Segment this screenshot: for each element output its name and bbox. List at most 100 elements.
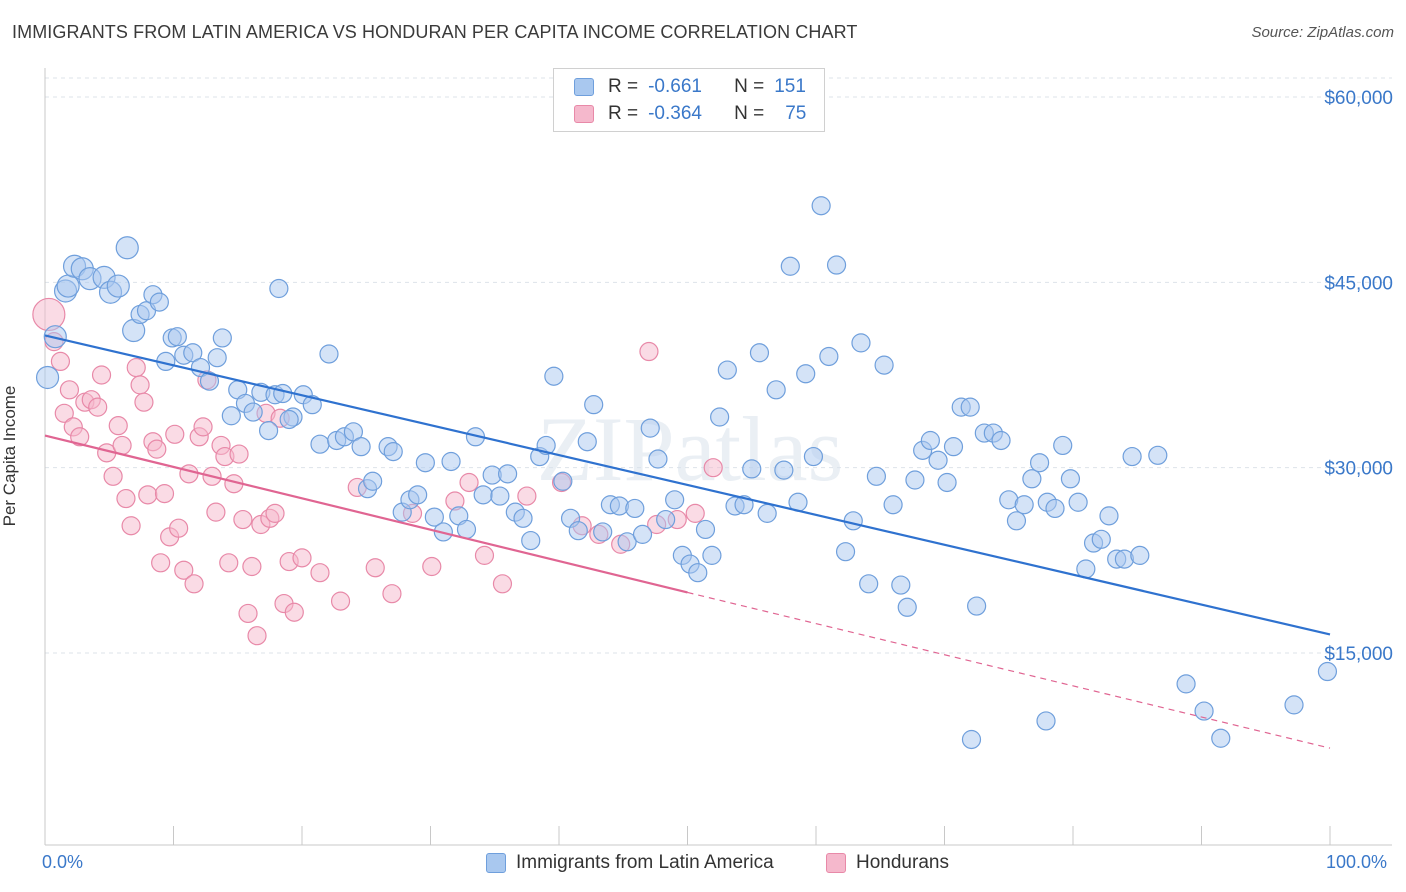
data-point [695, 519, 716, 540]
data-point [897, 597, 917, 617]
data-point [967, 596, 987, 616]
data-point [843, 511, 863, 531]
data-point [212, 328, 232, 348]
data-point [1053, 435, 1073, 456]
data-point [492, 574, 513, 594]
legend-r-value: -0.661 [648, 76, 702, 97]
data-point [424, 507, 444, 527]
data-point [121, 516, 141, 536]
data-point [193, 417, 213, 437]
data-point [1130, 545, 1150, 565]
data-point [183, 343, 203, 363]
data-point [147, 439, 167, 459]
legend-n-label: N = [734, 76, 765, 97]
data-point [617, 532, 637, 552]
data-point [169, 518, 189, 538]
data-point [490, 486, 510, 506]
data-point [265, 503, 285, 523]
data-point [116, 488, 136, 509]
data-point [351, 437, 371, 457]
data-point [1022, 469, 1042, 489]
data-point [319, 344, 339, 364]
data-point [521, 530, 541, 551]
data-point [513, 508, 533, 528]
data-point [742, 459, 762, 479]
data-point [1045, 498, 1065, 519]
data-point [54, 403, 74, 423]
legend-row-latin-america: R = -0.661 N = 151 [574, 75, 806, 99]
data-point [625, 498, 645, 519]
data-point [874, 355, 894, 375]
data-point [138, 485, 158, 505]
data-point [883, 495, 903, 515]
data-point [383, 442, 403, 462]
legend-row-hondurans: R = -0.364 N = 75 [574, 102, 806, 126]
data-point [584, 395, 604, 415]
data-point [363, 471, 383, 491]
trend-line-hondurans [44, 434, 688, 594]
trend-line-hondurans-extension [687, 591, 1331, 749]
axes [44, 68, 1392, 846]
data-point [302, 395, 322, 415]
correlation-legend: R = -0.661 N = 151 R = -0.364 N = 75 [553, 68, 825, 132]
latin-america-points [35, 196, 1338, 750]
source-label: Source: ZipAtlas.com [1251, 24, 1394, 41]
data-point [796, 364, 816, 384]
data-point [774, 460, 794, 480]
x-tick-label-min: 0.0% [42, 852, 84, 872]
y-tick-label: $45,000 [1324, 273, 1393, 294]
data-point [459, 472, 479, 493]
data-point [284, 602, 304, 622]
data-point [174, 560, 194, 580]
hondurans-points [32, 297, 723, 646]
data-point [639, 341, 659, 362]
data-point [473, 485, 493, 505]
data-point [826, 255, 847, 275]
legend-n-value: 75 [785, 103, 807, 124]
bottom-legend-swatch-blue [486, 853, 506, 873]
data-point [126, 357, 146, 378]
data-point [1211, 728, 1231, 748]
legend-n-label: N = [734, 103, 765, 124]
data-point [961, 729, 982, 750]
data-point [415, 453, 435, 473]
data-point [151, 553, 171, 573]
data-point [498, 464, 518, 484]
data-point [179, 464, 199, 484]
data-point [819, 346, 839, 367]
data-point [149, 292, 169, 312]
data-point [905, 470, 925, 490]
data-point [766, 380, 786, 400]
data-point [221, 406, 241, 426]
data-point [1006, 511, 1027, 531]
data-point [632, 524, 653, 544]
data-point [749, 343, 770, 363]
bottom-legend-label: Hondurans [856, 852, 949, 873]
y-tick-labels: $15,000 $30,000 $45,000 $60,000 [1324, 88, 1393, 665]
data-point [91, 365, 112, 385]
legend-swatch-blue [574, 78, 594, 96]
data-point [165, 424, 185, 444]
data-point [134, 392, 154, 412]
data-point [593, 522, 613, 542]
data-point [242, 556, 262, 577]
data-point [851, 333, 871, 353]
data-point [1068, 492, 1088, 512]
data-point [279, 409, 299, 430]
data-point [207, 348, 227, 368]
data-point [577, 432, 597, 452]
data-point [330, 591, 351, 611]
data-point [859, 574, 879, 594]
data-point [292, 548, 312, 568]
data-point [780, 256, 800, 276]
data-point [544, 366, 564, 386]
data-point [928, 450, 948, 470]
bottom-legend-hondurans: Hondurans [826, 852, 949, 874]
data-point [710, 407, 730, 427]
data-point [43, 325, 67, 349]
data-point [517, 486, 537, 506]
data-point [167, 327, 187, 347]
data-point [717, 360, 737, 380]
data-point [1122, 446, 1142, 467]
x-tick-label-max: 100.0% [1326, 852, 1388, 872]
